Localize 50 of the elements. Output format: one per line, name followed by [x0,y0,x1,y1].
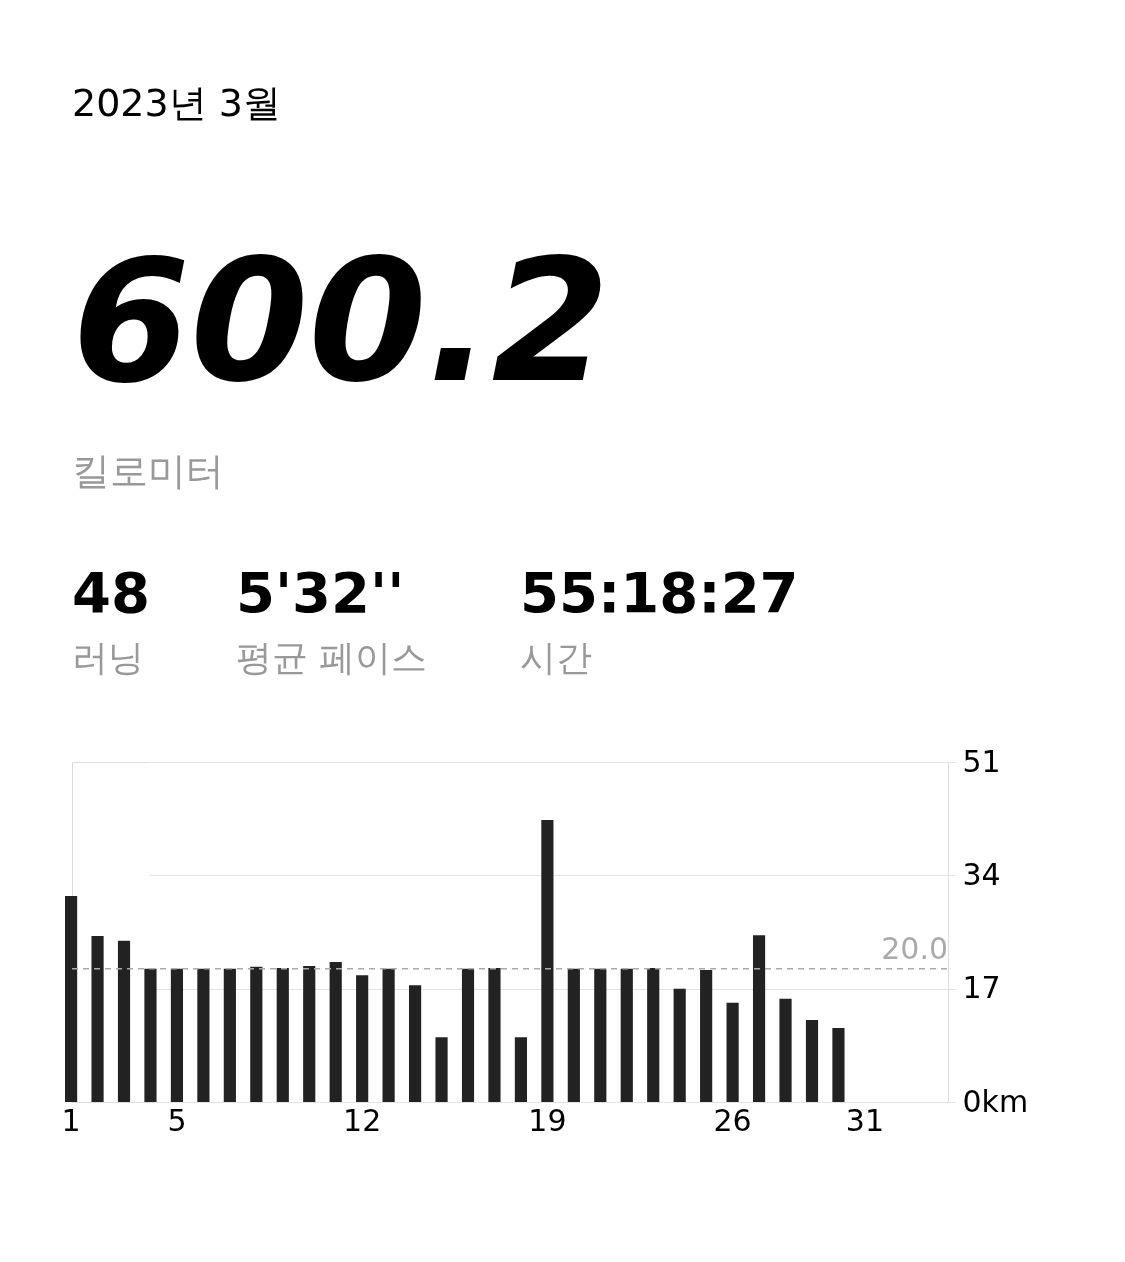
bar [673,988,686,1102]
text: 55:18:27 [520,560,799,625]
bar [276,968,289,1102]
x-tick-label: 1 [61,1102,81,1138]
y-tick-label: 51 [962,743,1001,779]
bar [435,1037,448,1102]
ref-line-label: 20.0 [881,930,948,966]
chart-title: 2023년 3월 [72,81,281,125]
bar [488,968,501,1102]
text: 600.2 [72,222,610,420]
bar [117,940,131,1102]
text: 48 [72,560,150,625]
text: 5'32'' [236,560,405,625]
bar [541,820,554,1102]
bar [567,968,580,1102]
bar [170,968,184,1102]
x-tick-label: 26 [713,1102,752,1138]
bar [250,966,263,1102]
bar [382,968,395,1102]
bar [647,968,660,1102]
bar [197,968,210,1102]
y-tick-label: 17 [962,970,1001,1006]
bar [461,968,475,1102]
x-tick-label: 19 [528,1102,567,1138]
y-tick-label: 0km [962,1083,1029,1119]
text: 킬로미터 [72,449,224,493]
text: 시간 [520,637,592,678]
text: 러닝 [72,637,144,678]
bar [779,998,792,1102]
bar [329,962,342,1102]
text: 평균 페이스 [236,637,428,678]
bar [700,970,713,1102]
bar [408,985,422,1102]
bar [144,968,157,1102]
x-tick-label: 5 [167,1102,187,1138]
bar [91,936,104,1102]
x-tick-label: 31 [845,1102,885,1138]
bar [303,966,316,1102]
bar [594,968,607,1102]
bar [356,975,369,1102]
bar [805,1020,819,1102]
bar [620,968,633,1102]
bar [65,896,78,1102]
y-tick-label: 34 [962,856,1001,892]
x-tick-label: 12 [343,1102,382,1138]
bar [726,1002,739,1102]
bar [514,1037,528,1102]
bar [832,1028,845,1102]
bar [223,968,236,1102]
bar [752,935,766,1102]
